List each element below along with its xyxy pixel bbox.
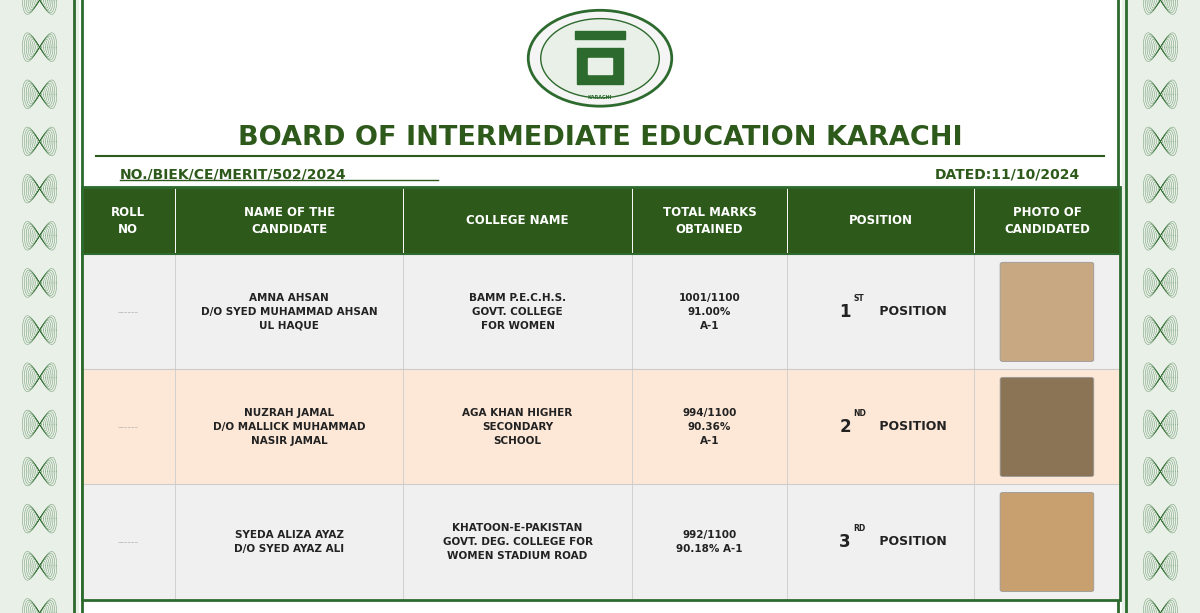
Text: ND: ND	[853, 409, 866, 418]
Text: NAME OF THE
CANDIDATE: NAME OF THE CANDIDATE	[244, 206, 335, 235]
Text: AMNA AHSAN
D/O SYED MUHAMMAD AHSAN
UL HAQUE: AMNA AHSAN D/O SYED MUHAMMAD AHSAN UL HA…	[200, 293, 378, 331]
Text: 2: 2	[839, 418, 851, 436]
FancyBboxPatch shape	[1000, 378, 1093, 476]
Bar	[82, 187, 1120, 600]
Text: BAMM P.E.C.H.S.
GOVT. COLLEGE
FOR WOMEN: BAMM P.E.C.H.S. GOVT. COLLEGE FOR WOMEN	[469, 293, 566, 331]
Text: 994/1100
90.36%
A-1: 994/1100 90.36% A-1	[683, 408, 737, 446]
Text: POSITION: POSITION	[875, 421, 947, 433]
FancyBboxPatch shape	[1000, 492, 1093, 592]
Bar	[0, 0, 78, 613]
Text: BOARD OF INTERMEDIATE EDUCATION KARACHI: BOARD OF INTERMEDIATE EDUCATION KARACHI	[238, 125, 962, 151]
Bar	[82, 187, 1120, 254]
Text: ------: ------	[118, 307, 139, 317]
Text: 1001/1100
91.00%
A-1: 1001/1100 91.00% A-1	[679, 293, 740, 331]
Bar	[82, 254, 1120, 370]
Text: POSITION: POSITION	[875, 305, 947, 318]
Text: TOTAL MARKS
OBTAINED: TOTAL MARKS OBTAINED	[662, 206, 756, 235]
Text: 992/1100
90.18% A-1: 992/1100 90.18% A-1	[677, 530, 743, 554]
Text: PHOTO OF
CANDIDATED: PHOTO OF CANDIDATED	[1004, 206, 1090, 235]
Text: AGA KHAN HIGHER
SECONDARY
SCHOOL: AGA KHAN HIGHER SECONDARY SCHOOL	[462, 408, 572, 446]
Text: SYEDA ALIZA AYAZ
D/O SYED AYAZ ALI: SYEDA ALIZA AYAZ D/O SYED AYAZ ALI	[234, 530, 344, 554]
Text: NUZRAH JAMAL
D/O MALLICK MUHAMMAD
NASIR JAMAL: NUZRAH JAMAL D/O MALLICK MUHAMMAD NASIR …	[212, 408, 366, 446]
Text: 3: 3	[839, 533, 851, 551]
Bar	[82, 370, 1120, 484]
Text: POSITION: POSITION	[848, 214, 913, 227]
Bar	[82, 484, 1120, 600]
Text: RD: RD	[853, 524, 865, 533]
Text: 1: 1	[839, 303, 851, 321]
Text: COLLEGE NAME: COLLEGE NAME	[467, 214, 569, 227]
Text: ROLL
NO: ROLL NO	[112, 206, 145, 235]
Text: ------: ------	[118, 537, 139, 547]
Text: DATED:11/10/2024: DATED:11/10/2024	[935, 167, 1080, 181]
Text: NO./BIEK/CE/MERIT/502/2024: NO./BIEK/CE/MERIT/502/2024	[120, 167, 347, 181]
Text: ------: ------	[118, 422, 139, 432]
FancyBboxPatch shape	[1000, 262, 1093, 362]
Text: POSITION: POSITION	[875, 536, 947, 549]
Bar	[1122, 0, 1200, 613]
Text: ST: ST	[853, 294, 864, 303]
Text: KHATOON-E-PAKISTAN
GOVT. DEG. COLLEGE FOR
WOMEN STADIUM ROAD: KHATOON-E-PAKISTAN GOVT. DEG. COLLEGE FO…	[443, 523, 593, 561]
